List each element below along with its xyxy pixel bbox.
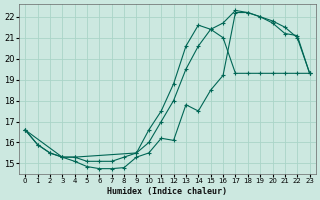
X-axis label: Humidex (Indice chaleur): Humidex (Indice chaleur)	[108, 187, 228, 196]
